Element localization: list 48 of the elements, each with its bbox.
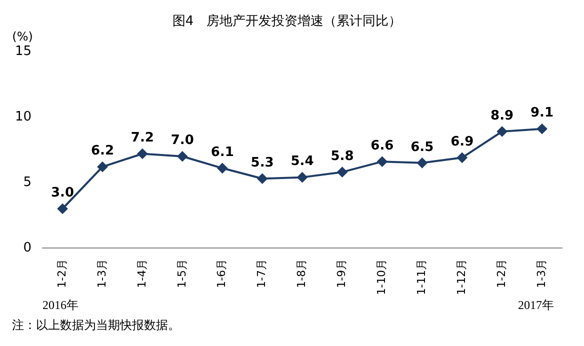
data-label: 6.2 [90,144,114,159]
point [137,148,148,159]
chart-title: 图4 房地产开发投资增速（累计同比） [172,13,402,30]
data-label: 9.1 [530,106,554,121]
data-label: 6.1 [210,145,234,160]
x-tick-label: 1-5月 [175,259,188,288]
x-tick-label: 1-10月 [375,259,388,296]
x-tick-label: 1-8月 [295,259,308,288]
point [58,204,68,214]
point [417,158,428,168]
y-tick-label: 15 [14,44,32,59]
x-tick-label: 1-9月 [335,259,348,288]
data-label: 6.5 [410,140,434,155]
x-tick-label: 1-4月 [135,259,148,288]
point [297,172,308,182]
point [177,151,188,162]
data-label: 5.4 [290,154,314,170]
x-tick-label: 1-3月 [95,259,108,288]
point [217,163,228,174]
x-tick-label: 1-2月 [494,259,508,288]
data-label: 7.0 [170,133,194,148]
data-label: 6.9 [450,134,474,150]
data-label: 8.9 [490,108,514,124]
data-label: 3.0 [51,186,74,201]
data-label: 5.8 [330,148,354,164]
y-tick-label: 5 [23,174,32,190]
x-tick-label: 1-3月 [534,259,548,288]
data-label: 6.6 [370,138,394,154]
data-label: 5.3 [250,156,274,171]
point [497,126,508,136]
point [257,174,268,184]
y-tick-label: 10 [14,109,32,124]
y-axis-title: (%) [12,30,33,44]
text: 2016年 [42,298,79,312]
x-tick-label: 1-11月 [415,259,428,296]
text: 2017年 [518,298,554,312]
x-tick-label: 1-2月 [55,259,68,288]
text: 注：以上数据为当期快报数据。 [12,318,180,332]
point [537,124,548,134]
point [97,162,108,172]
x-tick-label: 1-7月 [255,259,268,288]
point [377,156,388,167]
data-label: 7.2 [130,130,154,146]
x-tick-label: 1-12月 [454,259,468,296]
point [457,152,468,163]
y-tick-label: 0 [23,240,32,256]
x-tick-label: 1-6月 [215,259,228,288]
point [337,167,348,178]
